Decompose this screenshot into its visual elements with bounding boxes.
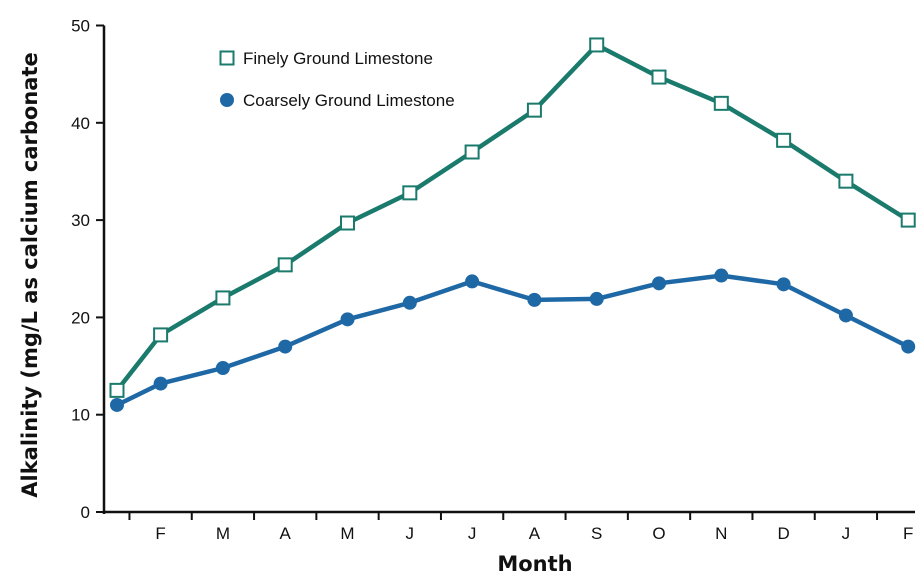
data-point — [526, 102, 542, 118]
x-tick-label: M — [216, 524, 230, 543]
data-point — [215, 290, 231, 306]
series-line — [116, 273, 910, 408]
series-1 — [109, 37, 916, 398]
data-point — [340, 312, 355, 327]
data-point — [215, 360, 230, 375]
data-point — [278, 339, 293, 354]
x-tick-label: J — [406, 524, 415, 543]
x-tick-label: F — [155, 524, 165, 543]
x-axis-label: Month — [497, 552, 572, 575]
data-point — [109, 382, 125, 398]
x-tick-label: S — [591, 524, 602, 543]
legend: Finely Ground Limestone Coarsely Ground L… — [219, 49, 455, 110]
y-tick-label: 10 — [71, 406, 90, 425]
data-point — [776, 277, 791, 292]
y-tick-label: 50 — [71, 17, 90, 36]
data-point — [652, 276, 667, 291]
data-point — [589, 291, 604, 306]
x-tick-label: A — [529, 524, 541, 543]
x-tick-label: N — [715, 524, 727, 543]
data-point — [901, 339, 916, 354]
x-tick-label: M — [340, 524, 354, 543]
data-point — [651, 69, 667, 85]
axes — [102, 25, 915, 514]
data-point — [713, 95, 729, 111]
legend-marker — [219, 50, 235, 66]
data-point — [153, 376, 168, 391]
data-point — [464, 144, 480, 160]
x-tick-label: J — [468, 524, 477, 543]
y-tick-label: 30 — [71, 211, 90, 230]
data-point — [589, 37, 605, 53]
data-point — [900, 212, 916, 228]
y-tick-label: 20 — [71, 308, 90, 327]
x-tick-label: J — [842, 524, 851, 543]
series-line — [115, 42, 910, 392]
y-axis-ticks: 0 10 20 30 40 50 — [71, 17, 104, 522]
x-tick-label: D — [777, 524, 789, 543]
data-point — [402, 295, 417, 310]
legend-marker — [220, 93, 234, 107]
legend-label: Finely Ground Limestone — [243, 49, 433, 68]
y-tick-label: 0 — [81, 503, 90, 522]
data-point — [277, 257, 293, 273]
y-axis-label: Alkalinity (mg/L as calcium carbonate — [18, 52, 42, 497]
data-point — [110, 397, 124, 412]
y-tick-label: 40 — [71, 114, 90, 133]
data-point — [838, 173, 854, 189]
data-point — [402, 185, 418, 201]
legend-label: Coarsely Ground Limestone — [243, 91, 455, 110]
series-layer — [109, 37, 916, 412]
data-point — [153, 327, 169, 343]
data-point — [714, 268, 729, 283]
data-point — [838, 308, 853, 323]
x-tick-label: O — [652, 524, 665, 543]
data-point — [776, 132, 792, 148]
series-2 — [110, 268, 916, 412]
data-point — [340, 215, 356, 231]
x-tick-label: F — [903, 524, 913, 543]
x-tick-label: A — [280, 524, 292, 543]
data-point — [465, 274, 480, 289]
data-point — [527, 292, 542, 307]
